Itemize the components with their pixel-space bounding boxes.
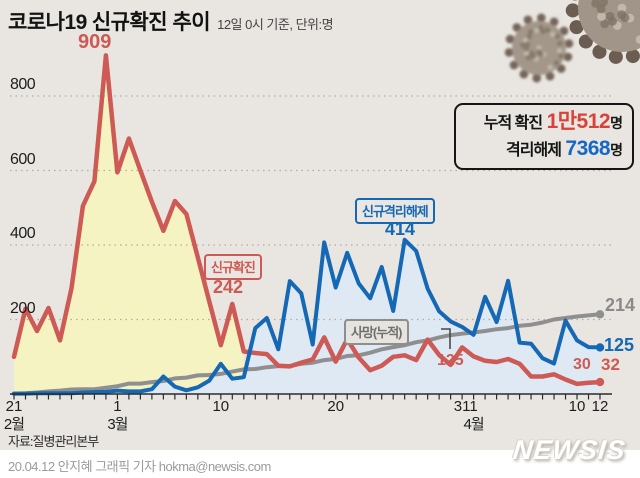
x-tick-label: 20 [327,398,345,415]
summary-row-confirmed: 누적 확진 1만512명 [464,109,623,136]
page-title-accent: 신규확진 추이 [91,11,211,34]
x-tick-label: 31 [453,398,471,415]
source-note: 자료:질병관리본부 [8,434,99,449]
deaths-callout-line [441,328,451,349]
cumulative-confirmed-unit: 명 [610,115,623,131]
cumulative-released-unit: 명 [610,142,623,158]
page-title: 코로나19 [8,11,87,34]
y-tick-label: 600 [10,150,36,168]
month-label: 2월 [3,416,25,433]
신규격리해제-area [14,239,600,394]
prev-confirmed-value: 30 [573,356,591,373]
x-tick-label: 12 [591,398,609,415]
end-confirmed-value: 32 [601,355,620,374]
footer-strip [0,450,640,478]
end-released-value: 125 [604,335,635,355]
credit-line: 20.04.12 안지혜 그래픽 기자 hokma@newsis.com [8,459,271,474]
header: 코로나19 신규확진 추이 12일 0시 기준, 단위:명 [8,6,334,36]
trend-chart [10,53,612,400]
virus-icon [504,13,574,83]
신규확진-end-dot [595,377,605,387]
mid-confirmed-value: 125 [437,352,464,369]
new-released-tag: 신규격리해제 [355,198,435,224]
end-deaths-value: 214 [605,295,636,315]
x-tick-label: 1 [469,398,478,415]
cumulative-released-value: 7368 [565,137,611,160]
virus-decoration [504,0,640,83]
summary-box: 누적 확진 1만512명 격리해제 7368명 [454,103,634,170]
y-tick-label: 800 [10,76,36,93]
cumulative-released-label: 격리해제 [506,142,562,159]
released-peak-value: 414 [385,219,416,239]
peak-confirmed-value: 909 [78,31,112,53]
x-tick-label: 21 [5,398,23,415]
new-confirmed-tag: 신규확진 [204,254,262,280]
신규격리해제-line [12,237,602,396]
month-label: 3월 [107,416,128,433]
y-tick-label: 400 [10,225,36,242]
사망(누적)-end-dot [595,310,605,319]
y-tick-label: 200 [10,299,36,317]
cumulative-confirmed-label: 누적 확진 [483,115,543,132]
신규확진-line [11,53,603,387]
confirmed-spike-value: 242 [213,277,244,297]
신규격리해제-end-dot [595,343,605,352]
month-label: 4월 [463,416,485,433]
deaths-tag: 사망(누적) [344,319,409,345]
x-tick-label: 10 [568,398,586,415]
x-tick-label: 10 [212,398,230,415]
page-subtitle: 12일 0시 기준, 단위:명 [217,17,334,32]
virus-icon [565,0,640,64]
newsis-logo: NEWSIS [511,435,628,465]
cumulative-confirmed-value: 1만512 [546,110,611,133]
x-tick-label: 1 [113,398,122,415]
summary-row-released: 격리해제 7368명 [464,136,623,163]
신규확진-area [14,55,244,395]
